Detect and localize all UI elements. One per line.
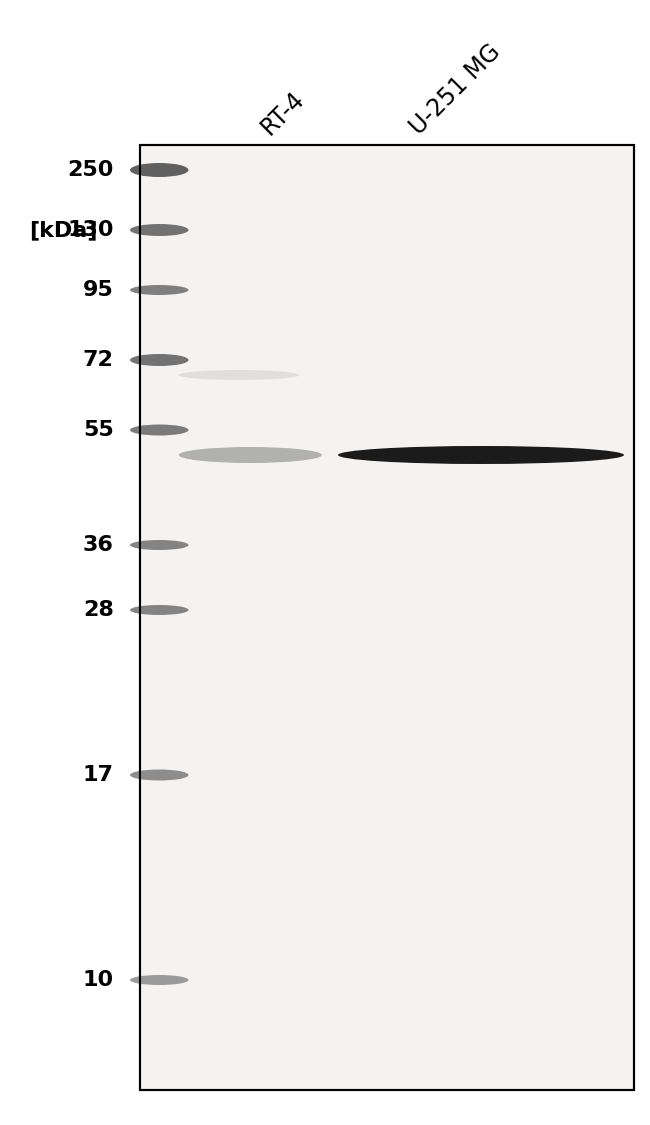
Ellipse shape	[130, 975, 188, 986]
Ellipse shape	[179, 447, 322, 463]
Ellipse shape	[130, 354, 188, 366]
Ellipse shape	[130, 285, 188, 295]
Text: 55: 55	[83, 420, 114, 440]
Text: 28: 28	[83, 600, 114, 620]
Text: RT-4: RT-4	[256, 87, 309, 140]
Ellipse shape	[338, 446, 624, 463]
Ellipse shape	[130, 424, 188, 435]
Text: 36: 36	[83, 536, 114, 555]
Ellipse shape	[179, 370, 299, 380]
Bar	[140, 145, 634, 1090]
Text: 72: 72	[83, 350, 114, 370]
Ellipse shape	[130, 163, 188, 177]
Text: [kDa]: [kDa]	[29, 220, 98, 240]
Text: 250: 250	[68, 160, 114, 180]
Text: 17: 17	[83, 765, 114, 785]
Text: 130: 130	[67, 220, 114, 240]
Bar	[140, 145, 634, 1090]
Text: U-251 MG: U-251 MG	[406, 40, 505, 140]
Ellipse shape	[130, 224, 188, 236]
Text: 95: 95	[83, 280, 114, 300]
Ellipse shape	[130, 770, 188, 781]
Ellipse shape	[130, 605, 188, 615]
Text: 10: 10	[83, 970, 114, 990]
Ellipse shape	[130, 540, 188, 550]
